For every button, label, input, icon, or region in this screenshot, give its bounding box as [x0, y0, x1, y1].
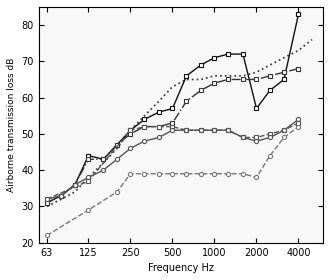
X-axis label: Frequency Hz: Frequency Hz	[148, 263, 214, 273]
Y-axis label: Airborne transmission loss dB: Airborne transmission loss dB	[7, 58, 16, 192]
